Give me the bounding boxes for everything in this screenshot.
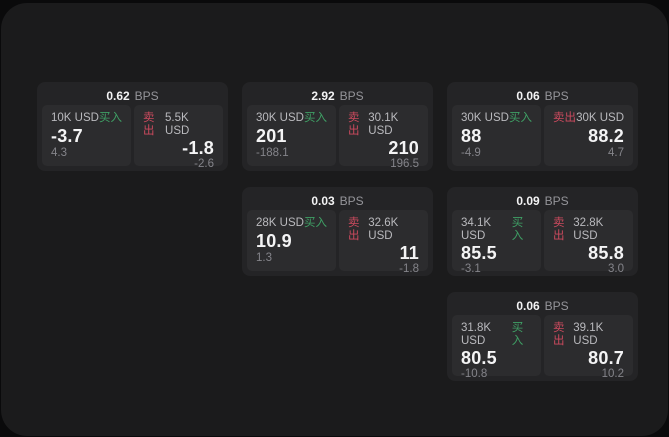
spread-value: 0.09	[516, 193, 540, 208]
sell-price: 88.2	[588, 126, 624, 146]
sell-panel[interactable]: 卖出 5.5K USD -1.8 -2.6	[134, 105, 223, 170]
buy-side-label: 买入	[511, 217, 524, 242]
spread-unit: BPS	[544, 298, 569, 313]
buy-price: 201	[256, 126, 287, 146]
buy-panel[interactable]: 28K USD 买入 10.9 1.3	[247, 210, 336, 271]
sell-price: 210	[388, 138, 419, 158]
spread-value: 0.03	[311, 193, 335, 208]
spread-unit: BPS	[339, 88, 364, 103]
sell-skew: 10.2	[601, 368, 624, 380]
spread-header: 0.06 BPS	[452, 86, 633, 105]
pricing-tile: 0.03 BPS 28K USD 买入 10.9 1.3 卖出 32.6K US…	[242, 187, 433, 276]
sell-notional: 32.8K USD	[573, 217, 604, 242]
sell-panel[interactable]: 卖出 30.1K USD 210 196.5	[339, 105, 428, 170]
pricing-tile: 2.92 BPS 30K USD 买入 201 -188.1 卖出 30.1K …	[242, 82, 433, 171]
buy-notional: 34.1K USD	[461, 217, 492, 242]
sell-notional: 30K USD	[576, 112, 624, 124]
spread-unit: BPS	[134, 88, 159, 103]
buy-skew: -10.8	[461, 368, 488, 380]
spread-unit: BPS	[544, 88, 569, 103]
spread-header: 0.62 BPS	[42, 86, 223, 105]
sell-skew: -2.6	[194, 158, 214, 170]
sell-price: -1.8	[182, 138, 214, 158]
sell-panel[interactable]: 卖出 32.8K USD 85.8 3.0	[544, 210, 633, 275]
buy-notional: 30K USD	[256, 112, 304, 124]
buy-side-label: 买入	[304, 112, 327, 124]
spread-unit: BPS	[544, 193, 569, 208]
buy-skew: -188.1	[256, 147, 289, 159]
sell-notional: 5.5K USD	[165, 112, 190, 137]
sell-notional: 39.1K USD	[573, 322, 604, 347]
spread-value: 0.06	[516, 298, 540, 313]
buy-notional: 30K USD	[461, 112, 509, 124]
sell-side-label: 卖出	[348, 112, 360, 137]
tile-grid: 0.62 BPS 10K USD 买入 -3.7 4.3 卖出 5.5K USD	[37, 82, 638, 381]
sell-side-label: 卖出	[553, 217, 565, 242]
buy-side-label: 买入	[99, 112, 122, 124]
sell-price: 80.7	[588, 348, 624, 368]
sell-notional: 30.1K USD	[368, 112, 399, 137]
spread-header: 2.92 BPS	[247, 86, 428, 105]
sell-price: 11	[399, 243, 419, 263]
buy-price: 80.5	[461, 348, 497, 368]
sell-skew: 196.5	[390, 158, 419, 170]
buy-panel[interactable]: 10K USD 买入 -3.7 4.3	[42, 105, 131, 166]
buy-skew: 1.3	[256, 252, 272, 264]
sell-skew: 4.7	[608, 147, 624, 159]
sell-side-label: 卖出	[143, 112, 155, 137]
buy-notional: 31.8K USD	[461, 322, 492, 347]
buy-side-label: 买入	[509, 112, 532, 124]
buy-price: 85.5	[461, 243, 497, 263]
sell-panel[interactable]: 卖出 30K USD 88.2 4.7	[544, 105, 633, 166]
sell-price: 85.8	[588, 243, 624, 263]
pricing-board: 0.62 BPS 10K USD 买入 -3.7 4.3 卖出 5.5K USD	[1, 3, 668, 436]
buy-panel[interactable]: 30K USD 买入 88 -4.9	[452, 105, 541, 166]
sell-notional: 32.6K USD	[368, 217, 399, 242]
buy-price: -3.7	[51, 126, 83, 146]
pricing-tile: 0.09 BPS 34.1K USD 买入 85.5 -3.1 卖出 32.8K…	[447, 187, 638, 276]
pricing-tile: 0.06 BPS 31.8K USD 买入 80.5 -10.8 卖出 39.1…	[447, 292, 638, 381]
sell-skew: -1.8	[399, 263, 419, 275]
buy-price: 88	[461, 126, 482, 146]
buy-side-label: 买入	[304, 217, 327, 229]
buy-notional: 10K USD	[51, 112, 99, 124]
spread-header: 0.06 BPS	[452, 296, 633, 315]
sell-side-label: 卖出	[348, 217, 360, 242]
sell-panel[interactable]: 卖出 39.1K USD 80.7 10.2	[544, 315, 633, 380]
buy-panel[interactable]: 34.1K USD 买入 85.5 -3.1	[452, 210, 541, 275]
buy-skew: -3.1	[461, 263, 481, 275]
spread-header: 0.09 BPS	[452, 191, 633, 210]
buy-panel[interactable]: 30K USD 买入 201 -188.1	[247, 105, 336, 166]
buy-panel[interactable]: 31.8K USD 买入 80.5 -10.8	[452, 315, 541, 380]
buy-price: 10.9	[256, 231, 292, 251]
buy-notional: 28K USD	[256, 217, 304, 229]
buy-skew: 4.3	[51, 147, 67, 159]
spread-value: 0.06	[516, 88, 540, 103]
buy-side-label: 买入	[511, 322, 524, 347]
spread-unit: BPS	[339, 193, 364, 208]
sell-side-label: 卖出	[553, 322, 565, 347]
spread-value: 2.92	[311, 88, 335, 103]
sell-skew: 3.0	[608, 263, 624, 275]
buy-skew: -4.9	[461, 147, 481, 159]
sell-side-label: 卖出	[553, 112, 576, 124]
spread-header: 0.03 BPS	[247, 191, 428, 210]
sell-panel[interactable]: 卖出 32.6K USD 11 -1.8	[339, 210, 428, 275]
pricing-tile: 0.62 BPS 10K USD 买入 -3.7 4.3 卖出 5.5K USD	[37, 82, 228, 171]
spread-value: 0.62	[106, 88, 130, 103]
pricing-tile: 0.06 BPS 30K USD 买入 88 -4.9 卖出 30K USD	[447, 82, 638, 171]
